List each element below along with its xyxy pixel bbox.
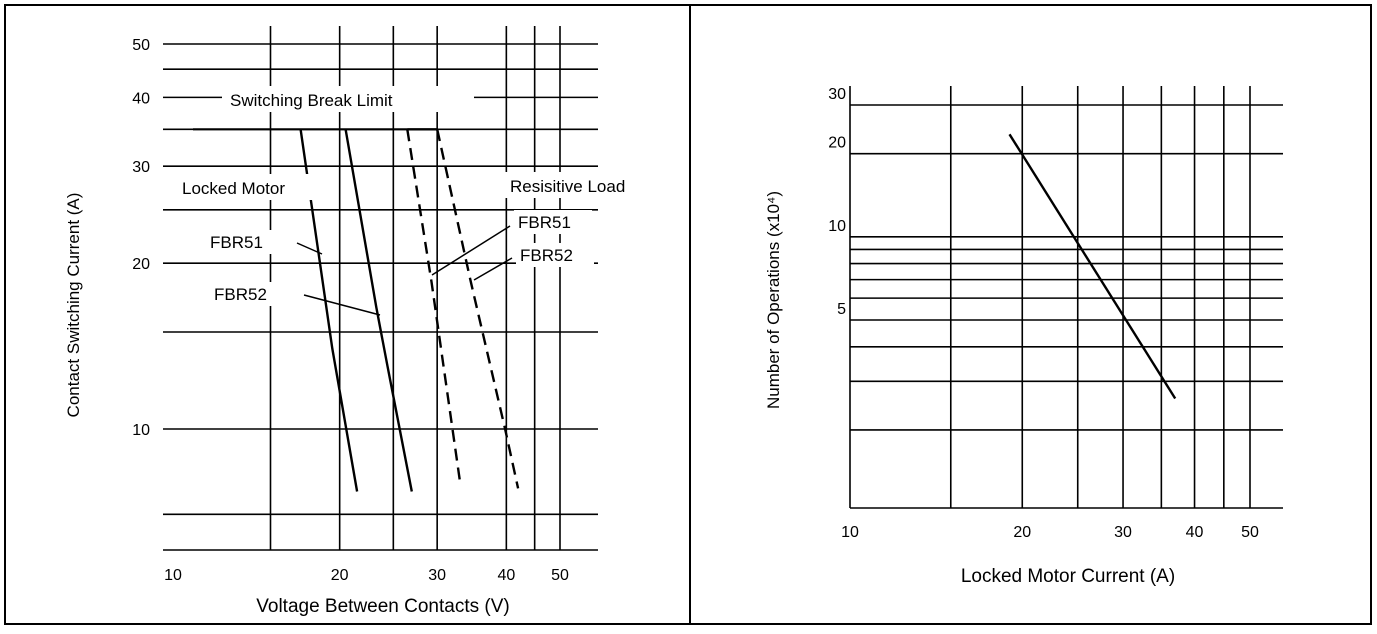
y-tick-label: 30 <box>132 159 150 176</box>
x-tick-label: 20 <box>331 567 349 584</box>
y-tick-label: 20 <box>828 135 846 152</box>
series-line-fbr51-3 <box>406 129 462 483</box>
fbr51-locked-label-bg <box>205 230 309 254</box>
x-tick-label: 10 <box>841 524 859 541</box>
resistive-load-label: Resisitive Load <box>510 177 625 196</box>
y-tick-label: 30 <box>828 86 846 103</box>
left-chart-y-ticks: 10 20 30 40 50 <box>132 37 150 439</box>
x-tick-label: 30 <box>1114 524 1132 541</box>
y-tick-label: 50 <box>132 37 150 54</box>
x-tick-label: 50 <box>1241 524 1259 541</box>
switching-break-limit-label: Switching Break Limit <box>230 91 393 110</box>
limit-label-bg <box>222 86 474 112</box>
x-tick-label: 10 <box>164 567 182 584</box>
left-chart: 10 20 30 40 50 10 20 30 40 50 Switching Break Li… <box>64 26 656 617</box>
fbr52-locked-label-bg <box>210 282 314 306</box>
right-chart-grid <box>849 86 1283 509</box>
x-tick-label: 40 <box>497 567 515 584</box>
series-label-fbr52-resistive: FBR52 <box>520 246 573 265</box>
y-tick-label: 10 <box>132 422 150 439</box>
y-tick-label: 20 <box>132 256 150 273</box>
left-x-axis-label: Voltage Between Contacts (V) <box>256 596 509 617</box>
fbr52-resistive-label-bg <box>516 243 594 267</box>
y-tick-label: 5 <box>837 301 846 318</box>
y-tick-label: 40 <box>132 90 150 107</box>
left-y-axis-label: Contact Switching Current (A) <box>64 193 83 418</box>
right-chart-series <box>1008 133 1177 400</box>
x-tick-label: 20 <box>1013 524 1031 541</box>
series-label-fbr51-locked: FBR51 <box>210 233 263 252</box>
locked-motor-label-bg <box>177 174 317 200</box>
fbr51-resistive-label-bg <box>514 210 592 234</box>
series-line-fbr52-1 <box>344 129 413 492</box>
x-tick-label: 30 <box>428 567 446 584</box>
series-label-fbr52-locked: FBR52 <box>214 285 267 304</box>
right-chart: 10 20 30 40 50 5 10 20 30 Locked Motor Current … <box>764 86 1283 587</box>
resistive-load-label-bg <box>504 172 656 198</box>
leader-fbr51-locked <box>296 242 323 255</box>
locked-motor-label: Locked Motor <box>182 179 285 198</box>
leader-fbr51-resistive <box>431 225 511 276</box>
series-line-fbr52-4 <box>436 129 520 489</box>
right-chart-y-ticks: 5 10 20 30 <box>828 86 846 318</box>
figure-border <box>4 4 1372 625</box>
operations-line <box>1008 133 1177 400</box>
x-tick-label: 50 <box>551 567 569 584</box>
leader-fbr52-resistive <box>473 257 513 281</box>
left-chart-x-ticks: 10 20 30 40 50 <box>164 567 569 584</box>
right-chart-x-ticks: 10 20 30 40 50 <box>841 524 1259 541</box>
series-label-fbr51-resistive: FBR51 <box>518 213 571 232</box>
leader-fbr52-locked <box>303 294 381 316</box>
y-tick-label: 10 <box>828 218 846 235</box>
right-x-axis-label: Locked Motor Current (A) <box>961 566 1175 587</box>
right-y-axis-label: Number of Operations (x10⁴) <box>764 191 783 409</box>
x-tick-label: 40 <box>1186 524 1204 541</box>
